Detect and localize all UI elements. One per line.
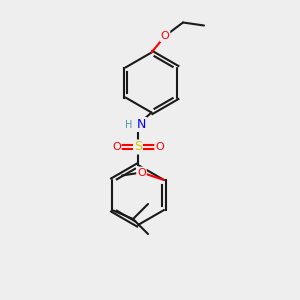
Text: O: O [137, 167, 146, 178]
Text: N: N [137, 118, 146, 131]
Text: S: S [134, 140, 142, 154]
Text: O: O [155, 142, 164, 152]
Text: H: H [125, 119, 133, 130]
Text: O: O [160, 31, 169, 41]
Text: O: O [112, 142, 121, 152]
